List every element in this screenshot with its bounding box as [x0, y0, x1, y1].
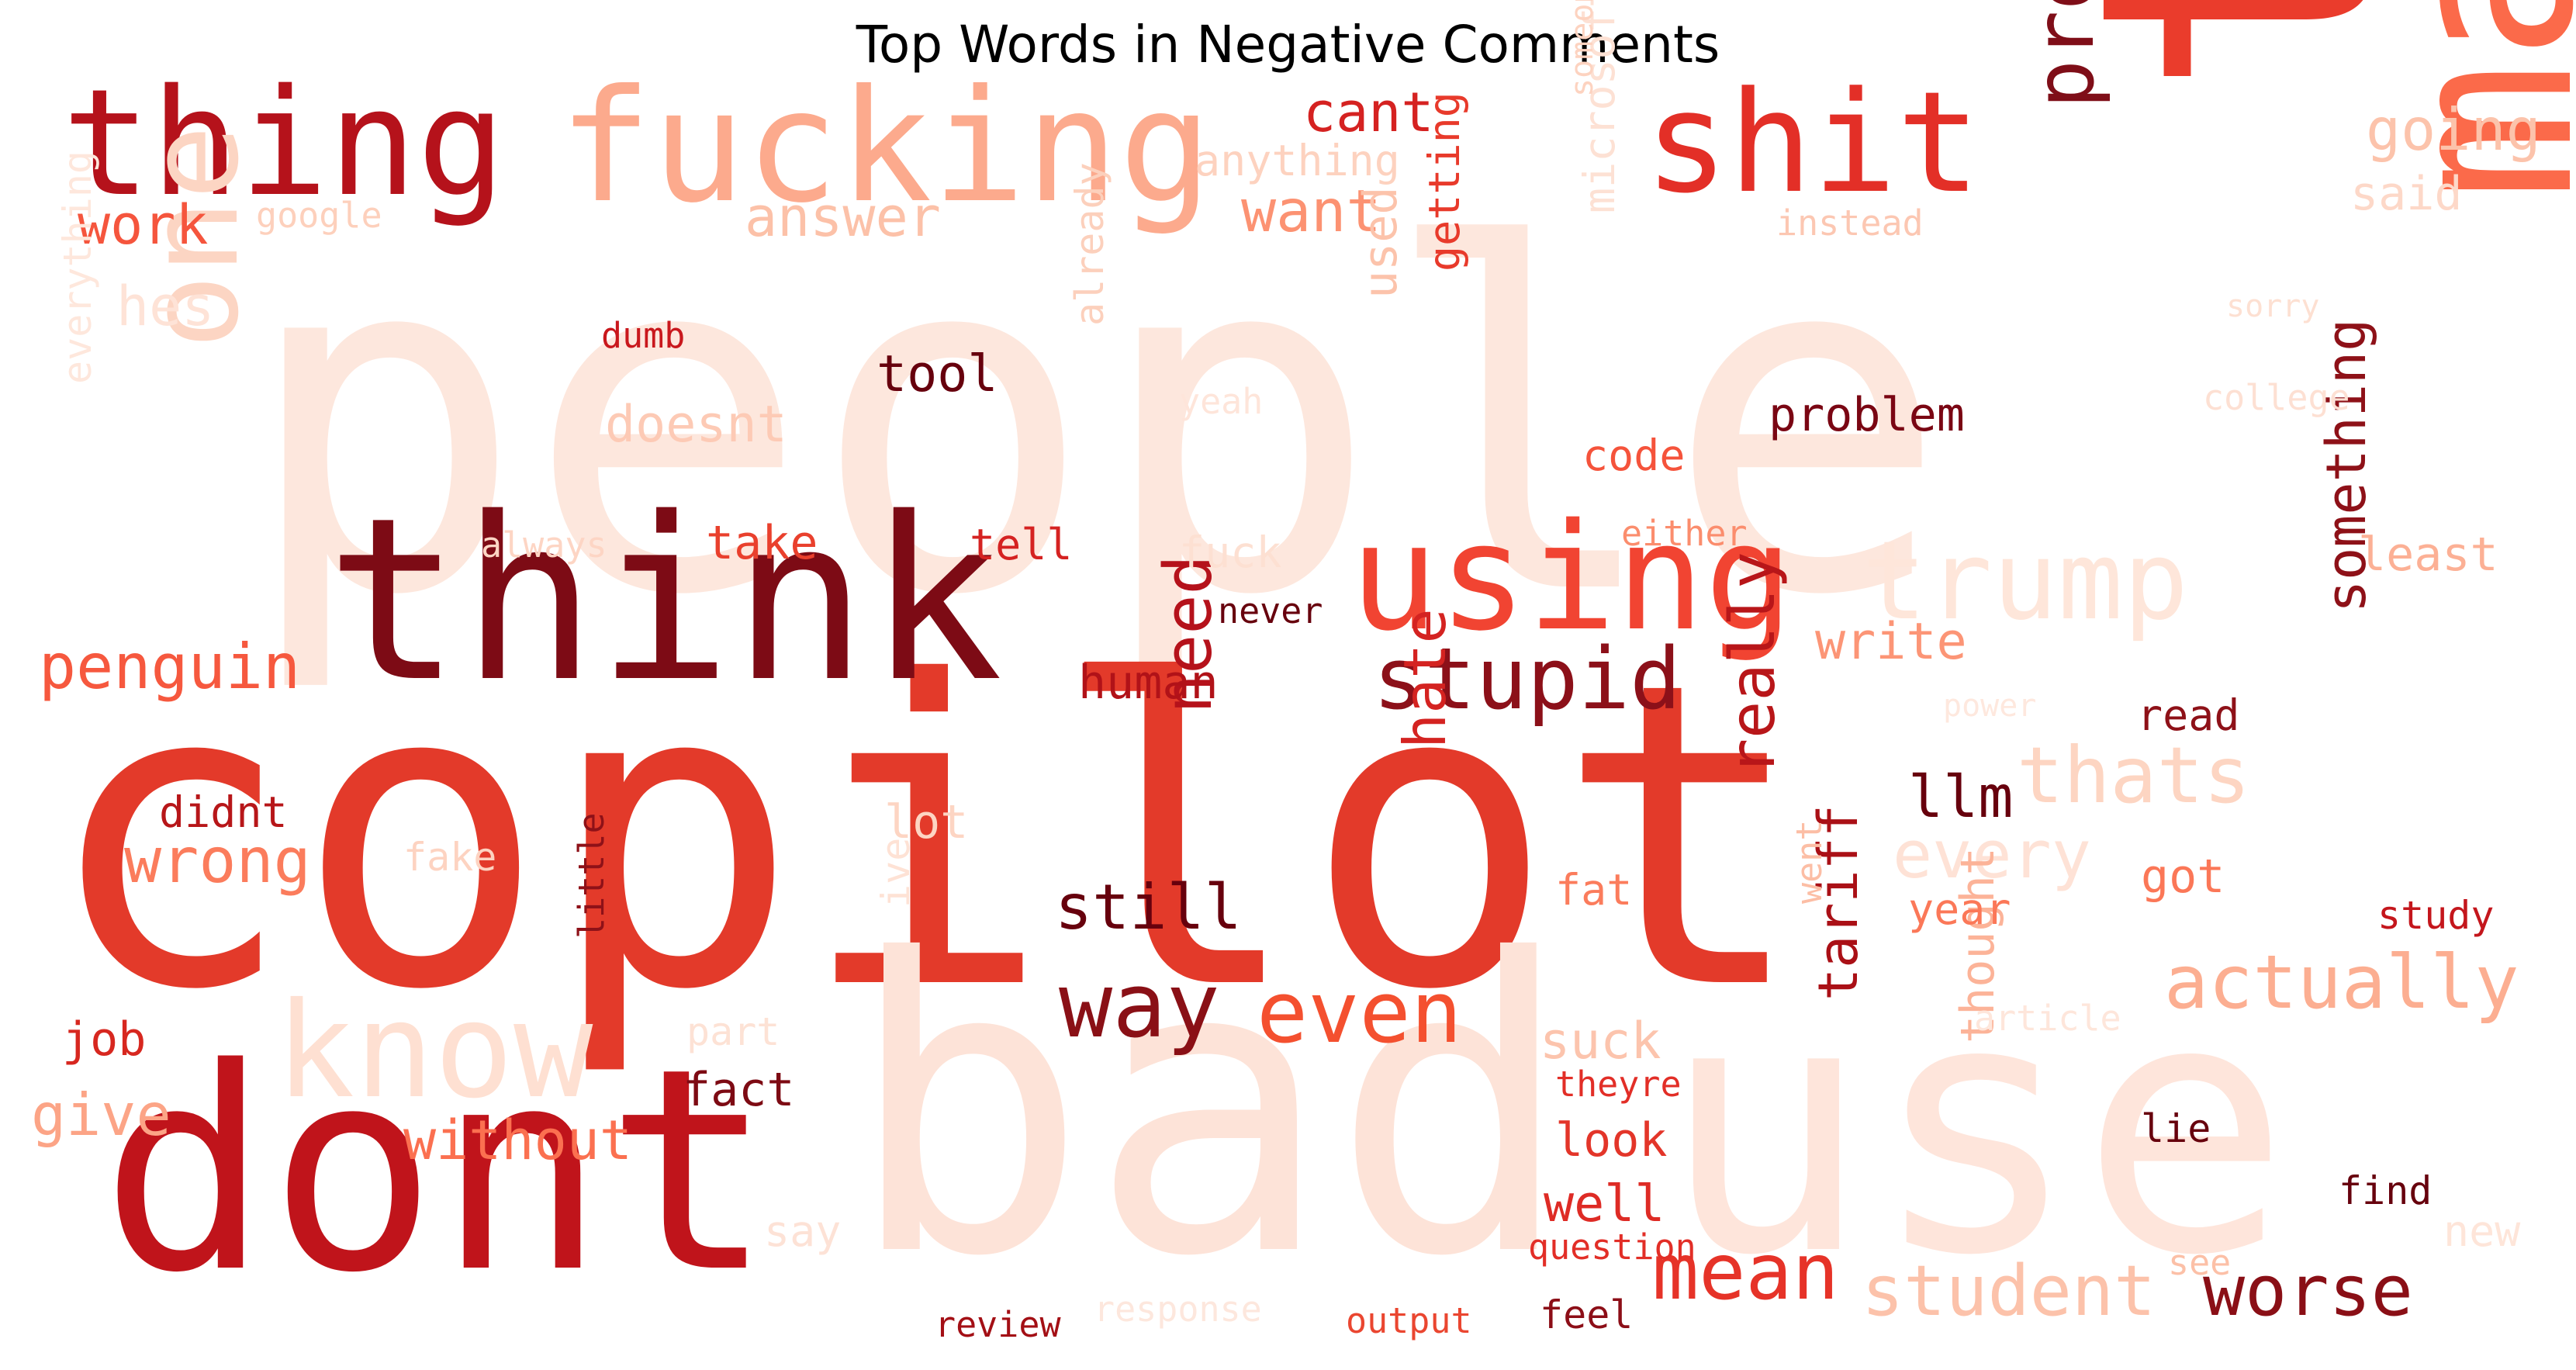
word-look: look: [1555, 1113, 1668, 1168]
word-think: think: [326, 470, 1003, 732]
word-lot: lot: [884, 795, 969, 849]
word-fucking: fucking: [558, 57, 1212, 237]
word-problem: problem: [1769, 388, 1965, 442]
word-new: new: [2443, 1206, 2521, 1256]
word-dont: dont: [101, 1008, 773, 1334]
word-fact: fact: [683, 1063, 795, 1117]
word-got: got: [2141, 849, 2225, 904]
word-every: every: [1893, 817, 2091, 894]
word-say: say: [764, 1206, 842, 1256]
word-penguin: penguin: [39, 631, 301, 703]
word-used: used: [1354, 186, 1408, 299]
word-mean: mean: [1652, 1226, 1839, 1317]
word-wrong: wrong: [124, 825, 311, 897]
word-anything: anything: [1195, 136, 1400, 185]
word-question: question: [1528, 1226, 1696, 1268]
word-know: know: [275, 974, 593, 1128]
word-everything: everything: [55, 150, 100, 384]
word-without: without: [403, 1109, 633, 1172]
word-find: find: [2339, 1168, 2433, 1213]
word-yeah: yeah: [1179, 381, 1264, 422]
word-take: take: [706, 516, 818, 570]
word-actually: actually: [2164, 940, 2519, 1026]
word-part: part: [686, 1009, 780, 1054]
word-theyre: theyre: [1555, 1064, 1682, 1105]
word-trump: trump: [1862, 518, 2189, 645]
word-thats: thats: [2017, 730, 2251, 821]
word-always: always: [481, 524, 607, 566]
word-write: write: [1815, 613, 1967, 671]
word-getting: getting: [1419, 92, 1469, 272]
word-lie: lie: [2141, 1106, 2211, 1151]
word-review: review: [935, 1304, 1061, 1345]
word-want: want: [1241, 177, 1381, 245]
word-feel: feel: [1540, 1292, 1634, 1337]
word-cant: cant: [1303, 81, 1434, 144]
word-already: already: [1067, 162, 1112, 326]
word-fuck: fuck: [1179, 528, 1282, 577]
word-went: went: [1789, 819, 1830, 904]
word-see: see: [2168, 1242, 2232, 1283]
word-give: give: [31, 1081, 171, 1149]
word-doesnt: doesnt: [605, 396, 787, 454]
word-read: read: [2137, 690, 2240, 740]
word-google: google: [256, 195, 382, 236]
word-output: output: [1346, 1300, 1472, 1341]
word-hate: hate: [1391, 608, 1459, 749]
word-didnt: didnt: [159, 787, 288, 837]
word-copilot: copilot: [43, 594, 1808, 1081]
word-code: code: [1582, 431, 1686, 480]
word-power: power: [1943, 688, 2037, 724]
word-year: year: [1908, 884, 2011, 934]
word-people: people: [240, 147, 1950, 698]
word-still: still: [1055, 871, 1242, 943]
word-shit: shit: [1644, 62, 1981, 224]
word-sorry: sorry: [2226, 289, 2320, 324]
word-tool: tool: [877, 345, 998, 403]
word-least: least: [2358, 528, 2498, 582]
word-professor: professor: [2018, 0, 2112, 109]
word-using: using: [1350, 492, 1793, 663]
word-well: well: [1544, 1175, 1665, 1233]
word-human: human: [1078, 656, 1219, 710]
word-hes: hes: [116, 275, 215, 338]
word-stupid: stupid: [1373, 629, 1682, 728]
word-response: response: [1094, 1289, 1262, 1330]
word-llm: llm: [1908, 763, 2014, 831]
word-worse: worse: [2203, 1251, 2413, 1332]
word-fat: fat: [1555, 865, 1633, 915]
word-either: either: [1621, 513, 1748, 554]
word-ive: ive: [873, 837, 918, 908]
word-work: work: [78, 193, 209, 257]
word-thing: thing: [62, 57, 506, 229]
word-someone: someone: [1565, 0, 1600, 97]
word-tell: tell: [970, 520, 1073, 569]
word-article: article: [1974, 998, 2121, 1039]
word-going: going: [2366, 95, 2541, 164]
word-way: way: [1059, 954, 1220, 1058]
word-use: use: [1660, 925, 2291, 1332]
word-really: really: [1717, 552, 1789, 776]
word-job: job: [62, 1012, 147, 1067]
word-even: even: [1257, 963, 1462, 1062]
word-study: study: [2377, 893, 2495, 938]
word-dumb: dumb: [601, 315, 686, 356]
chart-title: Top Words in Negative Comments: [856, 15, 1720, 74]
word-student: student: [1862, 1251, 2156, 1332]
word-bad: bad: [845, 874, 1575, 1344]
word-suck: suck: [1540, 1012, 1661, 1071]
word-never: never: [1218, 590, 1323, 631]
word-college: college: [2203, 377, 2350, 418]
word-fake: fake: [403, 835, 497, 880]
word-answer: answer: [745, 185, 941, 249]
word-instead: instead: [1776, 202, 1924, 244]
word-little: little: [571, 812, 612, 939]
word-said: said: [2350, 167, 2463, 221]
